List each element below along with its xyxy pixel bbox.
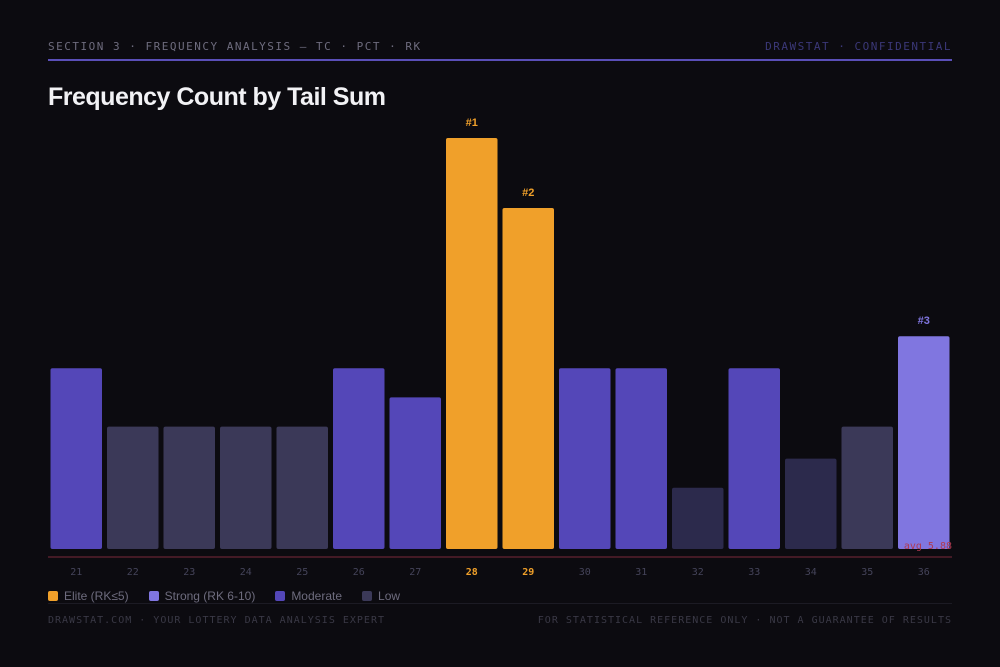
x-tick-label: 33 [748, 567, 760, 578]
x-tick-label: 34 [805, 567, 817, 578]
x-tick-label: 32 [692, 567, 704, 578]
legend-label-moderate: Moderate [291, 589, 343, 603]
rank-label-28: #1 [466, 117, 478, 129]
bar-33 [728, 368, 780, 549]
legend-label-elite: Elite (RK≤5) [64, 589, 129, 603]
legend-swatch-low [362, 591, 373, 601]
x-tick-label: 24 [240, 567, 252, 578]
bar-21 [50, 368, 102, 549]
rank-label-29: #2 [522, 187, 534, 199]
footer-site-label: DRAWSTAT.COM · YOUR LOTTERY DATA ANALYSI… [48, 615, 385, 626]
footer-disclaimer: FOR STATISTICAL REFERENCE ONLY · NOT A G… [537, 615, 952, 626]
x-tick-label: 25 [296, 567, 308, 578]
rank-label-36: #3 [918, 315, 930, 327]
x-tick-label: 30 [579, 567, 591, 578]
bar-36 [898, 336, 950, 549]
footer-divider [48, 603, 952, 604]
bar-35 [841, 426, 893, 549]
brand-label: DRAWSTAT · CONFIDENTIAL [765, 40, 952, 53]
average-label: avg 5.88 [904, 541, 952, 552]
bar-24 [220, 426, 272, 549]
x-tick-label: 26 [353, 567, 365, 578]
bar-28 [446, 138, 498, 549]
x-tick-label: 29 [522, 567, 534, 578]
legend-item-elite: Elite (RK≤5) [48, 589, 129, 603]
bar-29 [502, 207, 554, 549]
x-tick-label: 21 [70, 567, 82, 578]
legend-swatch-elite [48, 591, 58, 601]
bar-31 [615, 368, 667, 549]
bar-32 [672, 487, 724, 549]
legend-item-strong: Strong (RK 6-10) [148, 589, 256, 603]
x-tick-label: 36 [918, 567, 930, 578]
legend-item-low: Low [362, 589, 400, 603]
x-tick-label: 27 [409, 567, 421, 578]
x-tick-label: 23 [183, 567, 195, 578]
bar-30 [559, 368, 611, 549]
x-tick-label: 31 [635, 567, 647, 578]
bar-25 [276, 426, 328, 549]
legend-label-low: Low [378, 589, 401, 603]
bar-23 [163, 426, 215, 549]
chart-title: Frequency Count by Tail Sum [48, 83, 386, 111]
legend-swatch-strong [148, 591, 159, 601]
chart-legend: Elite (RK≤5) Strong (RK 6-10) Moderate L… [48, 589, 400, 603]
x-tick-label: 22 [127, 567, 139, 578]
legend-item-moderate: Moderate [275, 589, 342, 603]
bar-22 [107, 426, 159, 549]
bar-26 [333, 368, 385, 549]
x-tick-label: 28 [466, 567, 478, 578]
legend-swatch-moderate [275, 591, 286, 601]
x-tick-label: 35 [861, 567, 873, 578]
legend-label-strong: Strong (RK 6-10) [164, 589, 256, 603]
bar-34 [785, 458, 837, 549]
section-label: SECTION 3 · FREQUENCY ANALYSIS — TC · PC… [48, 40, 422, 53]
bar-27 [389, 397, 441, 549]
header-divider [48, 59, 952, 61]
